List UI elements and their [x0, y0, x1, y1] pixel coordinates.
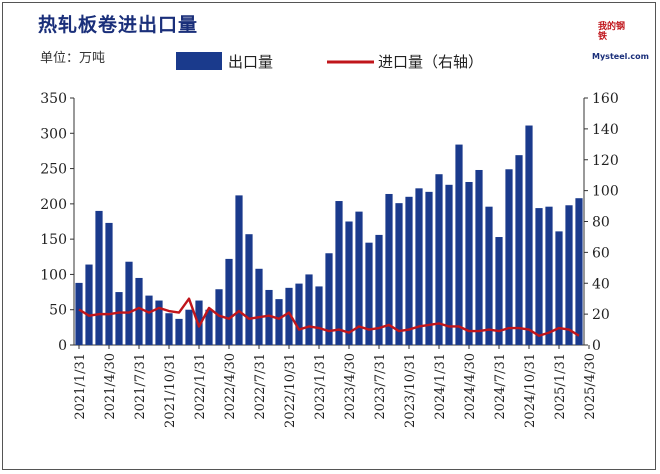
y-right-tick-label: 0 — [592, 338, 601, 354]
bar-exports — [115, 292, 123, 345]
y-left-tick-label: 50 — [49, 303, 67, 319]
bar-exports — [365, 242, 373, 345]
bar-exports — [325, 253, 333, 345]
bar-exports — [335, 201, 343, 345]
bar-exports — [525, 125, 533, 345]
bar-exports — [465, 181, 473, 345]
bar-exports — [265, 289, 273, 345]
bar-exports — [455, 144, 463, 345]
bar-exports — [85, 264, 93, 345]
x-tick-label: 2023/4/30 — [343, 353, 358, 420]
bar-exports — [295, 283, 303, 345]
logo-text-en: Mysteel.com — [592, 52, 649, 61]
line-imports — [78, 297, 580, 337]
bar-exports — [425, 191, 433, 345]
x-tick-label: 2025/1/31 — [553, 353, 568, 420]
y-left-tick-label: 0 — [58, 338, 67, 354]
x-tick-label: 2022/4/30 — [223, 353, 238, 420]
y-right-tick-label: 80 — [592, 215, 610, 231]
bar-exports — [145, 295, 153, 345]
x-tick-label: 2024/7/31 — [493, 353, 508, 420]
bar-exports — [285, 287, 293, 345]
plot-area: 0 50 100 150 200 250 300 350 0 20 40 60 80 100 120 140 1… — [40, 91, 618, 428]
bar-exports — [205, 309, 213, 345]
unit-label: 单位：万吨 — [40, 51, 106, 66]
bar-exports — [385, 193, 393, 345]
y-left-tick-label: 350 — [40, 91, 67, 107]
bar-exports — [155, 300, 163, 345]
bar-exports — [215, 289, 223, 345]
x-tick-label: 2022/10/31 — [283, 353, 298, 428]
bar-exports — [245, 234, 253, 345]
bar-exports — [445, 184, 453, 345]
bar-exports — [165, 313, 173, 345]
bar-exports — [475, 169, 483, 345]
x-tick-label: 2022/1/31 — [193, 353, 208, 420]
x-tick-label: 2025/4/30 — [583, 353, 598, 420]
bar-exports — [555, 231, 563, 345]
legend-label-exports: 出口量 — [228, 53, 273, 71]
bar-exports — [195, 300, 203, 345]
y-left-tick-label: 300 — [40, 126, 67, 142]
bar-exports — [515, 155, 523, 345]
legend-label-imports: 进口量（右轴） — [378, 53, 483, 71]
x-tick-label: 2021/4/30 — [103, 353, 118, 420]
logo-text-cn: 我的钢铁 — [598, 22, 626, 42]
bar-exports — [275, 299, 283, 345]
bar-exports — [545, 206, 553, 345]
legend-swatch-bar — [176, 52, 222, 70]
bar-exports — [315, 286, 323, 345]
bar-exports — [375, 234, 383, 345]
y-right-tick-label: 40 — [592, 276, 610, 292]
bar-exports — [225, 258, 233, 345]
y-left-tick-label: 150 — [40, 232, 67, 248]
bar-exports — [355, 211, 363, 345]
chart-frame — [2, 2, 656, 470]
x-tick-label: 2024/4/30 — [463, 353, 478, 420]
x-tick-label: 2023/7/31 — [373, 353, 388, 420]
bar-exports — [305, 274, 313, 345]
y-right-tick-label: 60 — [592, 245, 610, 261]
bar-exports — [415, 188, 423, 345]
bar-exports — [95, 210, 103, 345]
chart-title: 热轧板卷进出口量 — [38, 14, 199, 36]
bar-exports — [255, 268, 263, 345]
y-left-tick-label: 100 — [40, 267, 67, 283]
x-tick-label: 2021/1/31 — [73, 353, 88, 420]
bar-exports — [135, 277, 143, 345]
x-tick-label: 2024/10/31 — [523, 353, 538, 428]
y-left-tick-label: 250 — [40, 162, 67, 178]
bar-exports — [405, 196, 413, 345]
x-tick-label: 2023/1/31 — [313, 353, 328, 420]
bar-exports — [345, 221, 353, 345]
y-right-tick-label: 140 — [592, 122, 619, 138]
x-tick-label: 2024/1/31 — [433, 353, 448, 420]
bar-exports — [505, 169, 513, 345]
bar-exports — [185, 309, 193, 345]
bar-exports — [575, 198, 583, 345]
y-right-tick-label: 100 — [592, 184, 619, 200]
x-tick-label: 2021/7/31 — [133, 353, 148, 420]
y-right-tick-label: 160 — [592, 91, 619, 107]
bar-exports — [235, 195, 243, 345]
mysteel-logo: 我的钢铁 Mysteel.com — [592, 22, 649, 62]
bar-exports — [75, 282, 83, 345]
bar-exports — [495, 237, 503, 345]
bar-exports — [435, 174, 443, 345]
y-right-tick-label: 120 — [592, 153, 619, 169]
bar-exports — [125, 261, 133, 345]
bar-exports — [105, 222, 113, 345]
y-left-tick-label: 200 — [40, 197, 67, 213]
bar-exports — [395, 203, 403, 345]
bar-exports — [535, 208, 543, 345]
y-right-tick-label: 20 — [592, 307, 610, 323]
x-tick-label: 2023/10/31 — [403, 353, 418, 428]
x-tick-label: 2021/10/31 — [163, 353, 178, 428]
bar-exports — [485, 206, 493, 345]
bar-exports — [565, 205, 573, 345]
bar-exports — [175, 318, 183, 345]
x-tick-label: 2022/7/31 — [253, 353, 268, 420]
